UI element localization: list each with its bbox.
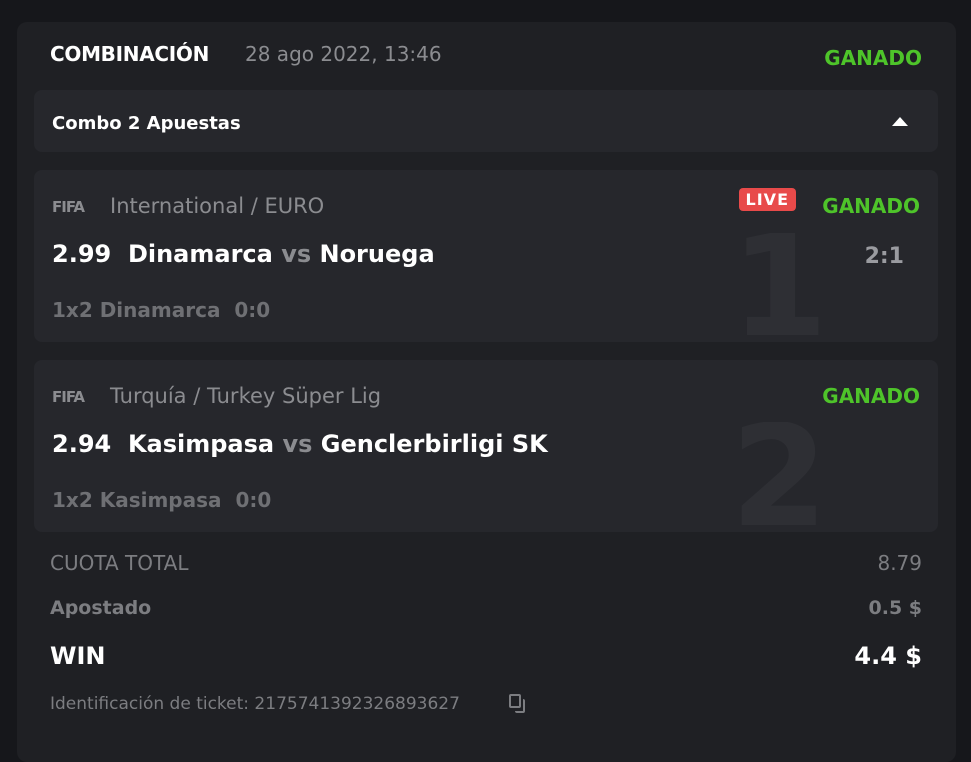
combo-toggle[interactable]: Combo 2 Apuestas — [34, 90, 938, 152]
bet-selection: 1x2 Dinamarca 0:0 — [52, 298, 270, 322]
match-status: GANADO — [822, 384, 920, 408]
bet-selection: 1x2 Kasimpasa 0:0 — [52, 488, 271, 512]
market: 1x2 Kasimpasa — [52, 488, 222, 512]
staked-value: 0.5 $ — [868, 597, 923, 619]
bet-status: GANADO — [824, 46, 922, 70]
vs-label: vs — [282, 430, 313, 458]
odds: 2.94 — [52, 430, 112, 458]
market: 1x2 Dinamarca — [52, 298, 221, 322]
total-odds-value: 8.79 — [877, 551, 922, 575]
match-item: 1 FIFA International / EURO LIVE GANADO … — [34, 170, 938, 342]
home-team: Dinamarca — [127, 240, 273, 268]
bet-type-title: COMBINACIÓN — [50, 42, 210, 66]
odds: 2.99 — [52, 240, 112, 268]
live-badge: LIVE — [738, 188, 796, 211]
fifa-icon: FIFA — [52, 198, 85, 216]
bet-score: 0:0 — [235, 488, 272, 512]
win-value: 4.4 $ — [854, 642, 922, 670]
bet-date: 28 ago 2022, 13:46 — [245, 42, 442, 66]
ticket-id: Identificación de ticket: 21757413923268… — [50, 694, 460, 714]
league-name: Turquía / Turkey Süper Lig — [110, 384, 382, 408]
vs-label: vs — [281, 240, 312, 268]
combo-label: Combo 2 Apuestas — [52, 113, 241, 134]
win-label: WIN — [50, 642, 106, 670]
away-team: Noruega — [319, 240, 435, 268]
match-score: 2:1 — [864, 244, 904, 269]
match-item: 2 FIFA Turquía / Turkey Süper Lig GANADO… — [34, 360, 938, 532]
fifa-icon: FIFA — [52, 388, 85, 406]
match-index: 2 — [730, 422, 828, 532]
match-teams: 2.99 Dinamarca vs Noruega — [52, 240, 435, 268]
match-status: GANADO — [822, 194, 920, 218]
away-team: Genclerbirligi SK — [320, 430, 548, 458]
league-name: International / EURO — [110, 194, 325, 218]
home-team: Kasimpasa — [127, 430, 275, 458]
caret-up-icon — [892, 117, 908, 126]
staked-label: Apostado — [50, 597, 152, 619]
match-teams: 2.94 Kasimpasa vs Genclerbirligi SK — [52, 430, 548, 458]
bet-ticket-card: COMBINACIÓN 28 ago 2022, 13:46 GANADO Co… — [17, 22, 956, 762]
match-index: 1 — [730, 232, 828, 342]
copy-icon[interactable] — [509, 694, 529, 714]
total-odds-label: CUOTA TOTAL — [50, 551, 189, 575]
bet-score: 0:0 — [234, 298, 271, 322]
